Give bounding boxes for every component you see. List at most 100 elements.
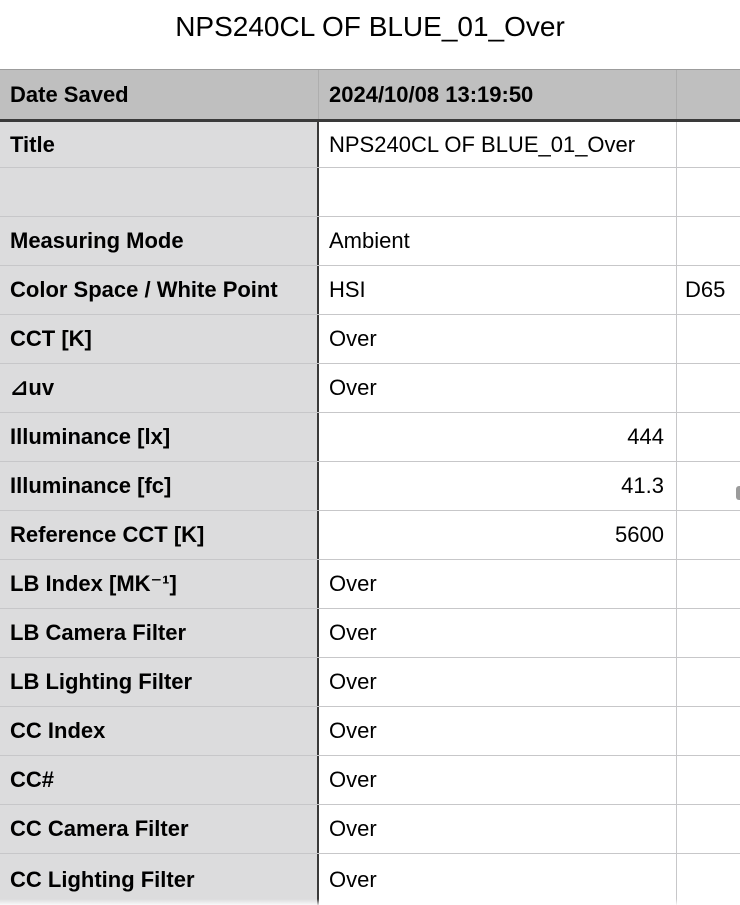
row-value: Over (329, 669, 377, 694)
row-label-cell (0, 168, 319, 216)
row-value: Over (329, 375, 377, 400)
row-label-cell: Illuminance [fc] (0, 462, 319, 510)
row-label-cell: LB Index [MK⁻¹] (0, 560, 319, 608)
row-value-cell: 444 (319, 413, 677, 461)
row-value-cell: Over (319, 315, 677, 363)
row-value-cell: 2024/10/08 13:19:50 (319, 70, 677, 119)
row-label: CC Camera Filter (10, 816, 189, 841)
row-value-cell (319, 168, 677, 216)
table-row: CCT [K] Over (0, 315, 740, 364)
row-label: LB Lighting Filter (10, 669, 193, 694)
row-extra-cell (677, 560, 740, 608)
row-value: Over (329, 767, 377, 792)
row-label: Color Space / White Point (10, 277, 278, 302)
row-extra-cell (677, 707, 740, 755)
row-extra-cell: D65 (677, 266, 740, 314)
table-row: Title NPS240CL OF BLUE_01_Over (0, 122, 740, 168)
row-label: ⊿uv (10, 375, 55, 400)
row-value-cell: NPS240CL OF BLUE_01_Over (319, 122, 677, 167)
row-extra-cell (677, 413, 740, 461)
row-label-cell: Title (0, 122, 319, 167)
row-value: Over (329, 718, 377, 743)
table-row (0, 168, 740, 217)
row-extra-cell (677, 462, 740, 510)
row-label-cell: LB Lighting Filter (0, 658, 319, 706)
row-value: 444 (627, 424, 664, 449)
row-label-cell: CC# (0, 756, 319, 804)
row-label: Date Saved (10, 81, 129, 107)
row-label-cell: Illuminance [lx] (0, 413, 319, 461)
row-label-cell: LB Camera Filter (0, 609, 319, 657)
row-value-cell: Over (319, 854, 677, 905)
row-value-cell: 41.3 (319, 462, 677, 510)
table-row: CC Lighting Filter Over (0, 854, 740, 905)
row-value-cell: HSI (319, 266, 677, 314)
table-row: Color Space / White Point HSI D65 (0, 266, 740, 315)
table-row: Illuminance [lx] 444 (0, 413, 740, 462)
row-value: Ambient (329, 228, 410, 253)
row-extra-cell (677, 805, 740, 853)
row-label: CC Index (10, 718, 106, 743)
row-value: Over (329, 326, 377, 351)
table-row: CC Camera Filter Over (0, 805, 740, 854)
row-label-cell: CC Camera Filter (0, 805, 319, 853)
row-label-cell: Date Saved (0, 70, 319, 119)
row-value-cell: Over (319, 560, 677, 608)
row-extra-cell (677, 511, 740, 559)
row-extra-cell (677, 658, 740, 706)
row-label: Illuminance [lx] (10, 424, 171, 449)
row-label-cell: CCT [K] (0, 315, 319, 363)
row-extra-cell (677, 756, 740, 804)
report-table[interactable]: Date Saved 2024/10/08 13:19:50 Title NPS… (0, 69, 740, 905)
row-label-cell: CC Index (0, 707, 319, 755)
row-label-cell: CC Lighting Filter (0, 854, 319, 905)
table-row: ⊿uv Over (0, 364, 740, 413)
row-label: CC Lighting Filter (10, 867, 195, 892)
row-label: Measuring Mode (10, 228, 184, 253)
table-row: LB Index [MK⁻¹] Over (0, 560, 740, 609)
row-label: Title (10, 131, 55, 157)
row-label: CCT [K] (10, 326, 92, 351)
row-value: Over (329, 571, 377, 596)
row-value: 2024/10/08 13:19:50 (329, 81, 534, 107)
row-extra-cell (677, 854, 740, 905)
table-row: Illuminance [fc] 41.3 (0, 462, 740, 511)
row-value: Over (329, 620, 377, 645)
row-label-cell: ⊿uv (0, 364, 319, 412)
page-title: NPS240CL OF BLUE_01_Over (175, 11, 565, 42)
table-row: LB Camera Filter Over (0, 609, 740, 658)
row-label: LB Index [MK⁻¹] (10, 571, 177, 596)
row-value: Over (329, 816, 377, 841)
row-value-cell: Over (319, 756, 677, 804)
row-extra-cell (677, 122, 740, 167)
row-label: Illuminance [fc] (10, 473, 172, 498)
row-extra-cell (677, 217, 740, 265)
row-value-cell: Over (319, 658, 677, 706)
table-row: LB Lighting Filter Over (0, 658, 740, 707)
table-row: CC# Over (0, 756, 740, 805)
row-extra-cell (677, 70, 740, 119)
row-value-cell: Over (319, 707, 677, 755)
table-row: Measuring Mode Ambient (0, 217, 740, 266)
row-value-cell: Over (319, 805, 677, 853)
row-label: Reference CCT [K] (10, 522, 205, 547)
row-label: LB Camera Filter (10, 620, 187, 645)
table-row: Reference CCT [K] 5600 (0, 511, 740, 560)
row-extra-cell (677, 168, 740, 216)
scrollbar-thumb[interactable] (736, 486, 740, 500)
row-value-cell: Over (319, 364, 677, 412)
row-extra: D65 (685, 277, 726, 302)
row-value-cell: Ambient (319, 217, 677, 265)
row-value: Over (329, 867, 377, 892)
row-label: CC# (10, 767, 55, 792)
row-value-cell: 5600 (319, 511, 677, 559)
row-value: HSI (329, 277, 366, 302)
row-extra-cell (677, 315, 740, 363)
row-label-cell: Color Space / White Point (0, 266, 319, 314)
row-extra-cell (677, 364, 740, 412)
table-row: CC Index Over (0, 707, 740, 756)
row-label-cell: Reference CCT [K] (0, 511, 319, 559)
row-value-cell: Over (319, 609, 677, 657)
row-extra-cell (677, 609, 740, 657)
